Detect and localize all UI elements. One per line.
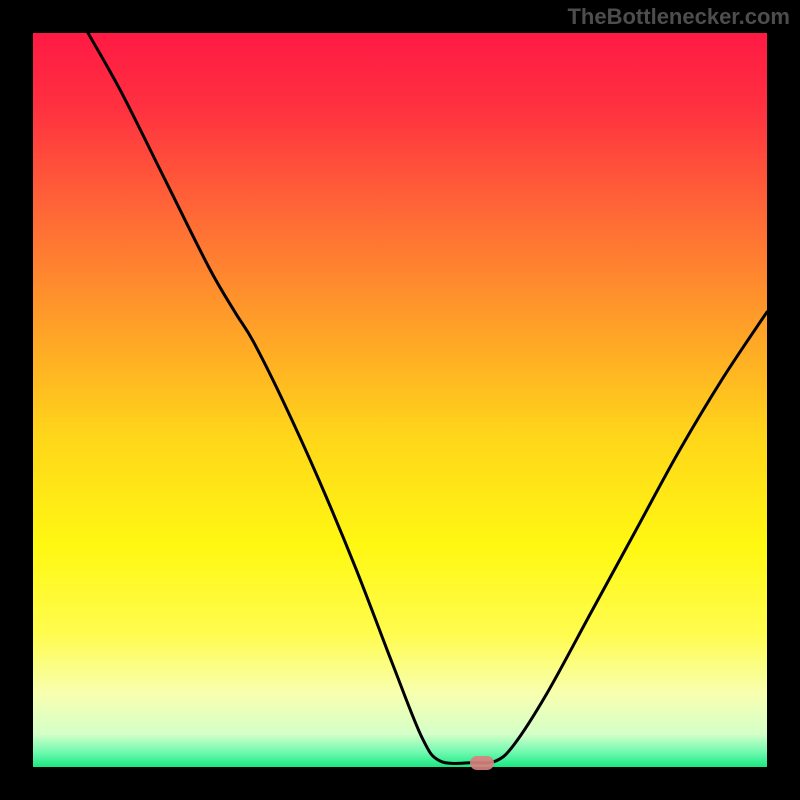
curve-svg	[33, 33, 767, 767]
watermark-text: TheBottlenecker.com	[567, 4, 790, 30]
chart-frame: TheBottlenecker.com	[0, 0, 800, 800]
plot-area	[33, 33, 767, 767]
bottleneck-curve	[88, 33, 767, 763]
optimum-marker	[470, 756, 494, 770]
